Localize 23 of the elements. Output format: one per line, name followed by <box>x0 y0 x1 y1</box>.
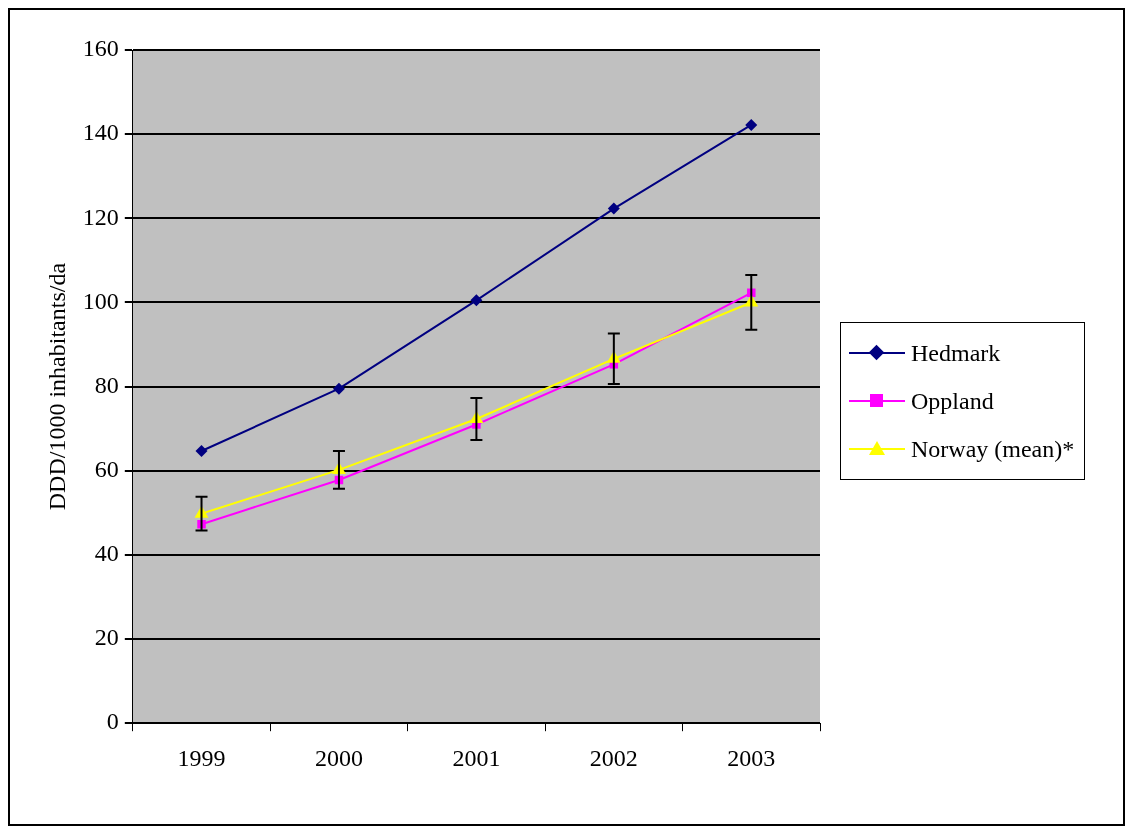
point <box>195 444 208 457</box>
point <box>607 202 620 215</box>
y-tick-label: 100 <box>82 287 119 314</box>
x-tick-label: 1999 <box>177 744 226 771</box>
y-tick-label: 60 <box>94 456 119 483</box>
y-tick-label: 0 <box>106 708 119 735</box>
y-tick-label: 140 <box>82 119 119 146</box>
x-tick-label: 2000 <box>314 744 363 771</box>
point <box>745 118 758 131</box>
x-tick-label: 2002 <box>589 744 638 771</box>
legend-label: Norway (mean)* <box>911 435 1075 463</box>
legend-label: Oppland <box>911 387 994 415</box>
point <box>470 294 483 307</box>
y-tick-label: 40 <box>94 540 119 567</box>
y-tick-label: 160 <box>82 35 119 62</box>
legend-label: Hedmark <box>911 339 1001 367</box>
x-tick-label: 2003 <box>727 744 776 771</box>
point <box>332 382 345 395</box>
y-tick-label: 20 <box>94 624 119 651</box>
y-tick-label: 120 <box>82 203 119 230</box>
y-tick-label: 80 <box>94 371 119 398</box>
y-axis-title: DDD/1000 inhabitants/da <box>43 262 70 511</box>
x-tick-label: 2001 <box>452 744 501 771</box>
